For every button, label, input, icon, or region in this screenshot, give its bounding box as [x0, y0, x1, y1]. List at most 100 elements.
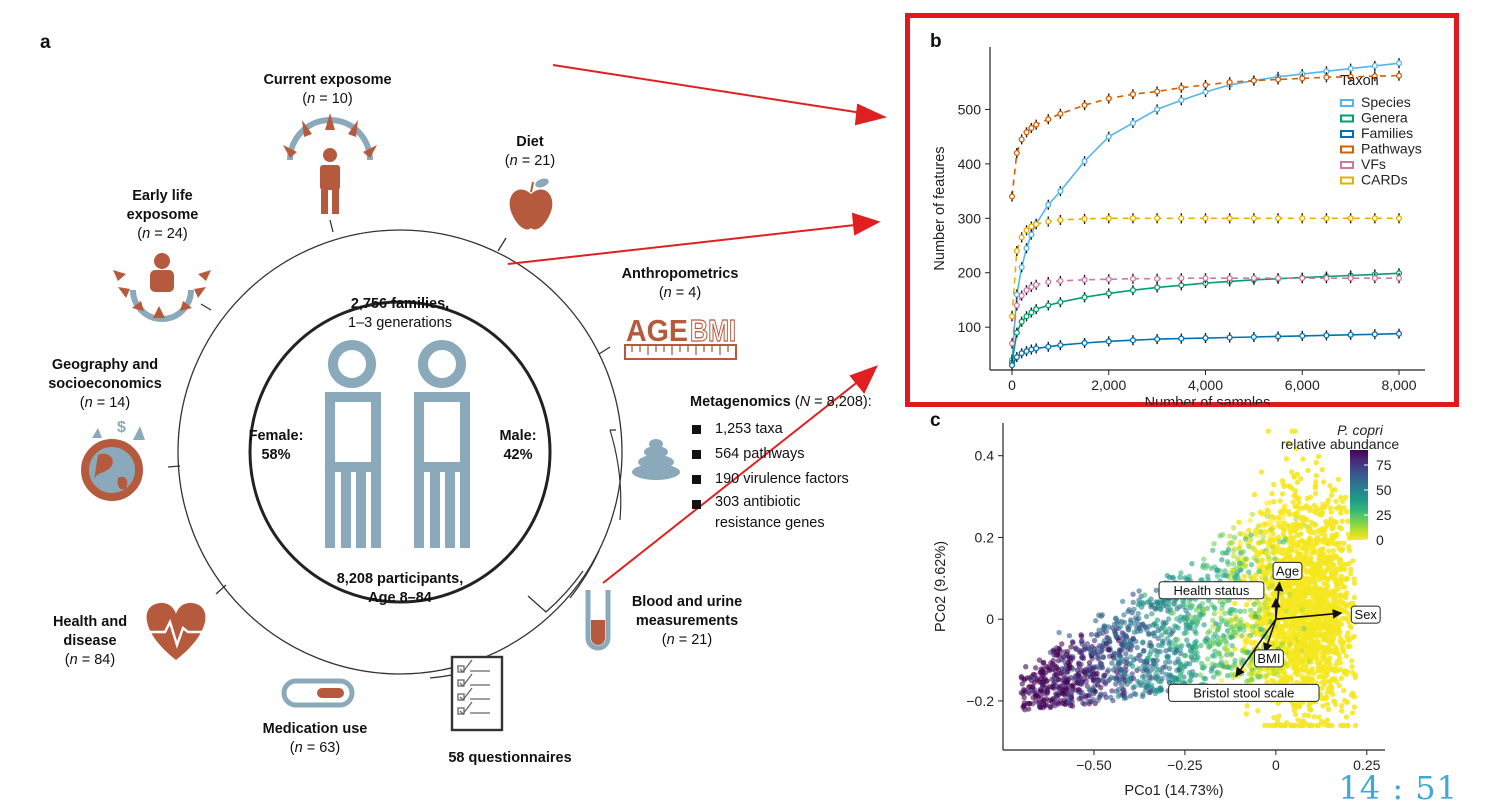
data-point: [1068, 644, 1074, 650]
data-point: [1255, 708, 1261, 714]
data-point: [1324, 625, 1330, 631]
data-point: [1153, 666, 1160, 673]
data-point: [1237, 560, 1243, 566]
data-point: [1232, 657, 1238, 664]
data-point: [1164, 636, 1170, 642]
data-point: [1099, 661, 1105, 667]
data-point: [1064, 651, 1070, 658]
data-point: [1294, 554, 1300, 560]
data-point: [1329, 532, 1335, 539]
data-point: [1348, 624, 1354, 631]
x-axis-title: PCo1 (14.73%): [1124, 783, 1223, 799]
data-point: [1081, 276, 1088, 283]
data-point: [1183, 629, 1190, 636]
data-point: [1309, 594, 1316, 600]
data-point: [1121, 690, 1128, 696]
data-point: [1269, 490, 1275, 497]
data-point: [1342, 566, 1348, 573]
female-percent: 58%: [261, 447, 291, 463]
data-point: [1268, 527, 1275, 533]
ring-tick: [200, 303, 212, 311]
data-point: [1295, 668, 1301, 674]
x-tick-label: 8,000: [1381, 377, 1416, 393]
data-point: [1061, 701, 1068, 707]
colorbar-tick-label: 50: [1376, 482, 1392, 498]
data-point: [1119, 598, 1126, 605]
data-point: [1263, 672, 1270, 678]
data-point: [1252, 628, 1259, 634]
data-point: [1323, 332, 1330, 339]
data-point: [1338, 708, 1345, 714]
data-point: [1023, 227, 1030, 234]
data-point: [1045, 116, 1052, 123]
data-point: [1105, 290, 1112, 297]
data-point: [1102, 691, 1108, 698]
female-head: [328, 340, 376, 388]
data-point: [1292, 711, 1299, 718]
data-point: [1140, 668, 1146, 674]
data-point: [1347, 643, 1353, 649]
y-tick-label: 500: [958, 101, 982, 117]
data-point: [1350, 690, 1356, 696]
data-point: [1024, 675, 1030, 681]
data-point: [1033, 121, 1040, 128]
data-point: [1248, 536, 1254, 543]
center-families: 2,756 families, 1–3 generations: [300, 295, 500, 333]
list-item: 303 antibiotic resistance genes: [690, 492, 872, 534]
data-point: [1105, 215, 1112, 222]
red-arrowhead: [851, 212, 881, 236]
data-point: [1324, 609, 1330, 615]
data-point: [1154, 215, 1161, 222]
data-point: [1028, 346, 1035, 353]
data-point: [1306, 561, 1312, 568]
arrow-label: Age: [1276, 563, 1299, 578]
data-point: [1210, 547, 1216, 554]
legend-title: Taxon: [1340, 73, 1379, 89]
data-point: [1154, 336, 1161, 343]
data-point: [1371, 331, 1378, 338]
data-point: [1318, 507, 1324, 514]
ring-tick: [167, 465, 181, 468]
data-point: [1318, 512, 1325, 518]
data-point: [1086, 660, 1093, 666]
data-point: [1275, 215, 1282, 222]
data-point: [1305, 625, 1311, 631]
data-point: [1351, 576, 1357, 582]
data-point: [1084, 668, 1091, 674]
data-point: [1256, 569, 1262, 575]
data-point: [1160, 664, 1166, 671]
data-point: [1105, 95, 1112, 102]
data-point: [1188, 602, 1195, 609]
data-point: [1119, 630, 1126, 636]
data-point: [1301, 626, 1307, 632]
data-point: [1332, 631, 1338, 638]
data-point: [1056, 629, 1062, 636]
data-point: [1057, 188, 1064, 195]
data-point: [1288, 469, 1295, 475]
data-point: [1018, 136, 1025, 143]
data-point: [1217, 533, 1223, 539]
data-point: [1039, 679, 1046, 685]
data-point: [1291, 523, 1297, 530]
category-geography: Geography and socioeconomics (n = 14): [30, 356, 180, 413]
data-point: [1202, 81, 1209, 88]
bmi-icon-text: BMI: [690, 313, 736, 348]
male-legs: [414, 467, 470, 548]
data-point: [1195, 654, 1201, 660]
x-tick-label: 4,000: [1188, 377, 1223, 393]
data-point: [1178, 275, 1185, 282]
data-point: [1328, 492, 1335, 498]
data-point: [1018, 264, 1025, 271]
data-point: [1033, 306, 1040, 313]
anthropometrics-ruler-icon: AGE BMI: [624, 312, 737, 360]
data-point: [1023, 348, 1030, 355]
data-point: [1294, 479, 1301, 486]
data-point: [1280, 480, 1286, 487]
data-point: [1340, 638, 1346, 645]
data-point: [1340, 722, 1347, 729]
data-point: [1333, 662, 1339, 668]
data-point: [1198, 577, 1204, 583]
data-point: [1028, 283, 1035, 290]
red-arrows: [507, 64, 887, 584]
male-head: [418, 340, 466, 388]
